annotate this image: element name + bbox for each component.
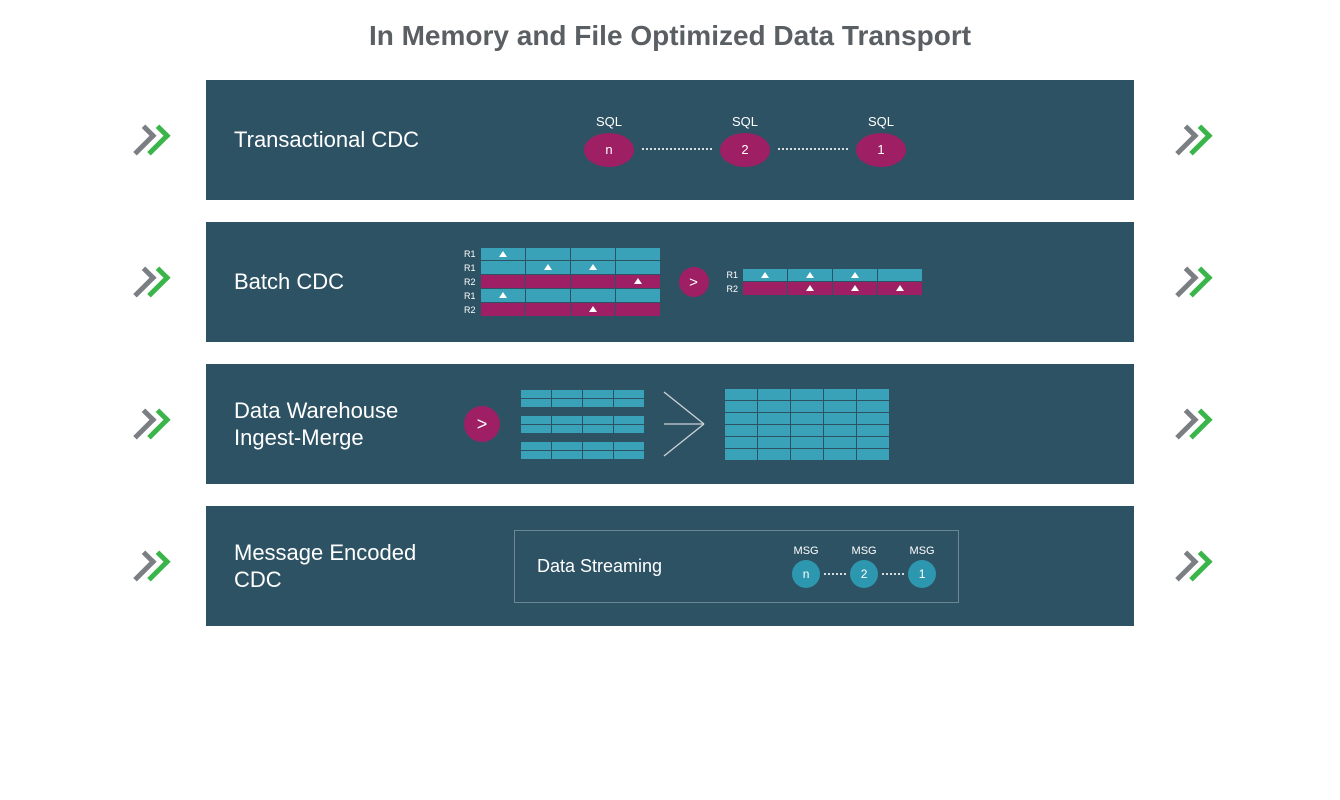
merge-lines [664, 384, 704, 464]
message-box: Data Streaming MSG n MSG 2 MSG 1 [514, 530, 959, 603]
row-label: R1 [464, 289, 476, 303]
batch-table: R1R1R2R1R2 [464, 247, 661, 317]
table-cell [616, 261, 661, 275]
mini-table [520, 441, 644, 459]
row-label: R1 [464, 261, 476, 275]
transport-row: Transactional CDC SQL n SQL 2 SQL 1 [120, 80, 1220, 200]
stream-label: Data Streaming [537, 556, 662, 577]
chevron-icon [1162, 552, 1220, 580]
row-label: R1 [727, 268, 739, 282]
msg-label: MSG [908, 545, 936, 557]
table-cell [481, 275, 526, 289]
table-cell [571, 247, 616, 261]
table-cell [571, 303, 616, 317]
row-label: R2 [727, 282, 739, 296]
mini-table [520, 415, 644, 433]
table-cell [833, 282, 878, 296]
table-cell [571, 261, 616, 275]
table-cell [878, 282, 923, 296]
table-cell [526, 247, 571, 261]
page-title: In Memory and File Optimized Data Transp… [120, 20, 1220, 52]
chevron-icon [1162, 268, 1220, 296]
table-cell [616, 247, 661, 261]
panel-label: Batch CDC [234, 268, 464, 296]
table-cell [481, 289, 526, 303]
panel: Data Warehouse Ingest-Merge > [206, 364, 1134, 484]
msg-circle: 2 [850, 560, 878, 588]
table-cell [571, 275, 616, 289]
msg-node: MSG 1 [908, 545, 936, 588]
row-label: R2 [464, 303, 476, 317]
msg-node: MSG n [792, 545, 820, 588]
sql-ellipse: 1 [856, 133, 906, 167]
table-cell [526, 261, 571, 275]
sql-ellipse: n [584, 133, 634, 167]
chevron-icon [120, 268, 178, 296]
table-cell [788, 268, 833, 282]
panel-label: Data Warehouse Ingest-Merge [234, 397, 464, 452]
sql-label: SQL [856, 114, 906, 129]
table-cell [616, 303, 661, 317]
row-label: R2 [464, 275, 476, 289]
table-cell [526, 303, 571, 317]
table-cell [788, 282, 833, 296]
table-cell [481, 303, 526, 317]
chevron-icon [1162, 126, 1220, 154]
msg-label: MSG [792, 545, 820, 557]
chevron-icon [120, 552, 178, 580]
table-cell [481, 261, 526, 275]
panel-label: Transactional CDC [234, 126, 464, 154]
arrow-circle-icon: > [679, 267, 709, 297]
table-cell [833, 268, 878, 282]
table-cell [616, 275, 661, 289]
table-cell [616, 289, 661, 303]
dotted-connector [824, 573, 846, 575]
transport-row: Message Encoded CDC Data Streaming MSG n… [120, 506, 1220, 626]
sql-ellipse: 2 [720, 133, 770, 167]
table-cell [743, 282, 788, 296]
transport-row: Data Warehouse Ingest-Merge > [120, 364, 1220, 484]
msg-circle: 1 [908, 560, 936, 588]
table-cell [481, 247, 526, 261]
sql-label: SQL [584, 114, 634, 129]
dotted-connector [778, 148, 848, 150]
dotted-connector [642, 148, 712, 150]
arrow-circle-icon: > [464, 406, 500, 442]
panel: Transactional CDC SQL n SQL 2 SQL 1 [206, 80, 1134, 200]
chevron-icon [1162, 410, 1220, 438]
batch-table: R1R2 [727, 268, 924, 296]
table-cell [571, 289, 616, 303]
msg-label: MSG [850, 545, 878, 557]
sql-node: SQL 2 [720, 114, 770, 167]
table-cell [743, 268, 788, 282]
table-cell [526, 275, 571, 289]
sql-label: SQL [720, 114, 770, 129]
warehouse-table [724, 388, 889, 460]
panel: Message Encoded CDC Data Streaming MSG n… [206, 506, 1134, 626]
transport-row: Batch CDC R1R1R2R1R2 > R1R2 [120, 222, 1220, 342]
row-label: R1 [464, 247, 476, 261]
table-cell [878, 268, 923, 282]
msg-circle: n [792, 560, 820, 588]
panel: Batch CDC R1R1R2R1R2 > R1R2 [206, 222, 1134, 342]
sql-node: SQL 1 [856, 114, 906, 167]
chevron-icon [120, 410, 178, 438]
msg-node: MSG 2 [850, 545, 878, 588]
sql-node: SQL n [584, 114, 634, 167]
panel-label: Message Encoded CDC [234, 539, 464, 594]
dotted-connector [882, 573, 904, 575]
table-cell [526, 289, 571, 303]
chevron-icon [120, 126, 178, 154]
mini-table [520, 389, 644, 407]
